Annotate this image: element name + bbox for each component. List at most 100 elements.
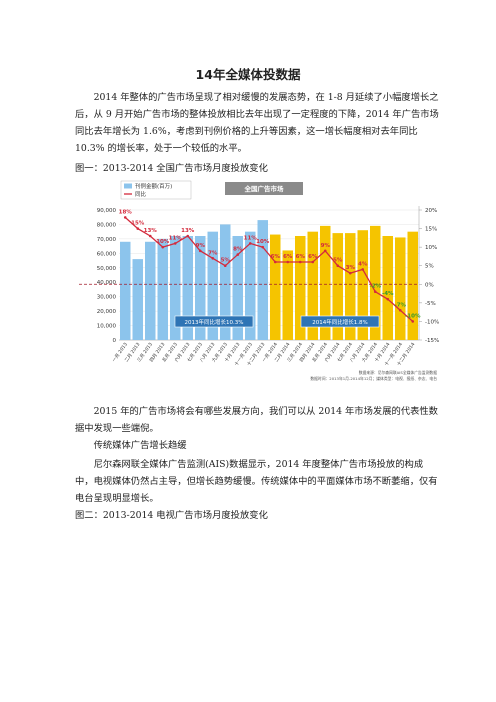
annotation: 2014年同比增长1.8%: [312, 318, 367, 326]
bar: [220, 224, 231, 340]
paragraph: 2014 年整体的广告市场呈现了相对缓慢的发展态势，在 1-8 月延续了小幅度增…: [75, 92, 439, 154]
bar: [132, 259, 143, 340]
value-label: 13%: [181, 228, 195, 234]
bar: [407, 231, 418, 340]
value-label: 6%: [296, 254, 306, 260]
bar: [320, 225, 331, 340]
bar: [232, 236, 243, 340]
bar: [307, 231, 318, 340]
value-label: 5%: [221, 258, 231, 264]
value-label: 6%: [283, 254, 293, 260]
bar: [182, 236, 193, 340]
title: 14年全媒体投数据: [195, 67, 301, 82]
line-marker: [123, 216, 127, 219]
line-marker: [311, 260, 315, 264]
y2-tick-label: 5%: [425, 264, 434, 270]
bar: [195, 236, 206, 340]
caption: 图一：2013-2014 全国广告市场月度投放变化: [75, 163, 268, 174]
value-label: 11%: [244, 235, 258, 241]
bar: [295, 236, 306, 340]
line-marker: [273, 260, 277, 264]
value-label: 9%: [196, 243, 206, 249]
bar: [257, 220, 268, 340]
line-marker: [398, 308, 402, 312]
bar: [170, 236, 181, 340]
y-tick-label: 90,000: [97, 208, 117, 214]
bar: [382, 236, 393, 340]
line-marker: [136, 227, 140, 230]
bar: [120, 241, 131, 340]
y-tick-label: 50,000: [97, 266, 117, 272]
y2-tick-label: -15%: [425, 338, 439, 344]
value-label: 13%: [144, 228, 158, 234]
bar: [332, 233, 343, 340]
value-label: 11%: [169, 235, 183, 241]
heading: 传统媒体广告增长趋缓: [93, 440, 187, 451]
paragraph: 2015 年的广告市场将会有哪些发展方向，我们可以从 2014 年市场发展的代表…: [75, 406, 438, 434]
line-marker: [373, 290, 377, 294]
annotation-box: [174, 315, 254, 328]
line-marker: [386, 297, 390, 301]
line-marker: [198, 249, 202, 253]
value-label: 6%: [308, 254, 318, 260]
y2-tick-label: 0%: [425, 282, 434, 288]
source-note: 数据时间：2013年1月-2014年12月；媒体类型：电视、报纸、杂志、电台: [310, 376, 437, 381]
y-tick-label: 70,000: [97, 237, 117, 243]
line-marker: [261, 245, 265, 249]
y2-tick-label: -10%: [425, 319, 439, 325]
value-label: -7%: [394, 302, 406, 308]
title-banner: [225, 182, 303, 195]
line-marker: [223, 264, 227, 268]
y2-tick-label: 15%: [425, 227, 437, 233]
value-label: 8%: [233, 247, 243, 253]
line-marker: [161, 245, 165, 249]
line: [124, 216, 414, 322]
y-tick-label: 0: [113, 338, 117, 344]
y-tick-label: 20,000: [97, 309, 117, 315]
bar: [357, 230, 368, 340]
line-marker: [286, 260, 290, 264]
y-tick-label: 10,000: [97, 324, 117, 330]
line-marker: [411, 320, 415, 323]
line-marker: [361, 268, 365, 271]
line-marker: [236, 253, 240, 256]
annotation-box: [300, 315, 380, 328]
value-label: -4%: [382, 291, 394, 297]
y2-tick-label: -5%: [425, 301, 436, 307]
chart-title: 全国广告市场: [244, 184, 285, 193]
line-marker: [211, 256, 215, 260]
value-label: 5%: [333, 258, 343, 264]
bar: [157, 238, 168, 340]
value-label: 9%: [321, 243, 331, 249]
annotation: 2013年同比增长10.3%: [185, 318, 244, 326]
legend-label: 同比: [135, 190, 147, 198]
legend-swatch: [124, 183, 132, 189]
source-note: 数据来源：尼尔森网联AIS全媒体广告监测数据: [359, 370, 437, 375]
bar: [207, 231, 218, 340]
y2-tick-label: 10%: [425, 245, 437, 251]
bar: [145, 241, 156, 340]
value-label: 15%: [131, 221, 145, 227]
y-tick-label: 40,000: [97, 280, 117, 286]
line-marker: [323, 249, 327, 253]
line-marker: [173, 242, 177, 245]
value-label: 7%: [208, 250, 218, 256]
chart: 0 10,000 20,000 30,000 40,000 50,000 60,000 70,…: [75, 178, 441, 386]
line-marker: [248, 242, 252, 245]
paragraph: 尼尔森网联全媒体广告监测(AIS)数据显示，2014 年度整体广告市场投放的构成…: [75, 459, 438, 504]
y-tick-label: 60,000: [97, 251, 117, 257]
line-marker: [186, 234, 190, 238]
value-label: 10%: [256, 239, 270, 245]
value-label: 3%: [346, 265, 356, 271]
value-label: 4%: [358, 261, 368, 267]
value-label: 10%: [156, 239, 170, 245]
bar: [245, 231, 256, 340]
bar: [395, 237, 406, 340]
value-label: -10%: [405, 313, 421, 319]
value-label: 18%: [119, 209, 133, 215]
y2-tick-label: 20%: [425, 208, 437, 214]
bar: [370, 225, 381, 340]
legend-label: 刊例金额(百万): [135, 182, 172, 190]
caption: 图二：2013-2014 电视广告市场月度投放变化: [75, 510, 268, 521]
